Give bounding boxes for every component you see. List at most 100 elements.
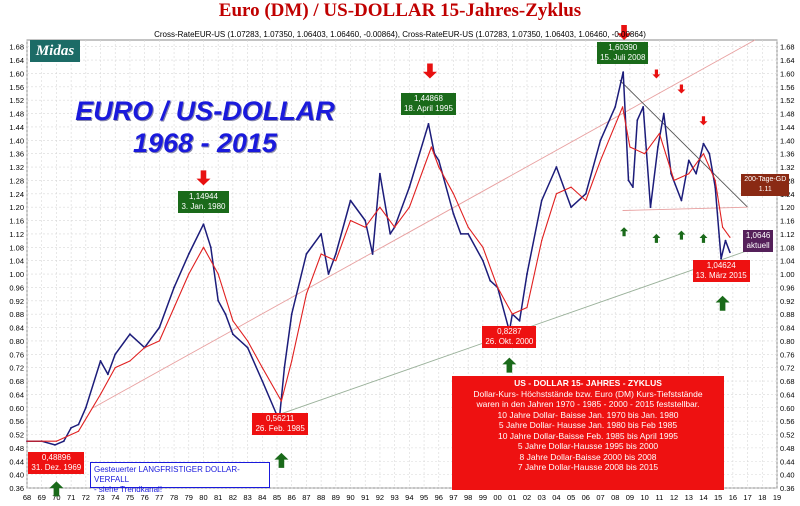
price-point: [187, 253, 190, 255]
price-point: [349, 199, 352, 202]
x-tick-label: 71: [67, 493, 75, 502]
x-tick-label: 83: [243, 493, 251, 502]
moving-average-point: [320, 253, 322, 255]
x-tick-label: 77: [155, 493, 163, 502]
price-point: [526, 273, 528, 275]
x-tick-label: 76: [140, 493, 148, 502]
annotation-line: 1.11: [758, 186, 772, 194]
x-tick-label: 06: [582, 493, 590, 502]
y-tick-label: 0.36: [780, 484, 795, 493]
x-tick-label: 74: [111, 493, 119, 502]
y-tick-label: 1.12: [780, 230, 795, 239]
annotation-line: 13. März 2015: [695, 270, 747, 280]
y-tick-label: 1.20: [9, 203, 24, 212]
y-tick-label: 1.52: [780, 96, 795, 105]
y-tick-label: 0.64: [9, 390, 24, 399]
y-tick-label: 0.76: [9, 350, 24, 359]
annotation-box: 1,0646 aktuell: [742, 229, 774, 252]
moving-average-point: [261, 367, 263, 369]
y-tick-label: 0.76: [780, 350, 795, 359]
x-tick-label: 09: [626, 493, 634, 502]
trend-line: [619, 79, 748, 208]
y-tick-label: 0.44: [780, 457, 795, 466]
x-tick-label: 87: [302, 493, 310, 502]
price-point: [662, 112, 665, 115]
y-tick-label: 1.64: [780, 56, 795, 65]
price-point: [106, 373, 109, 376]
price-point: [695, 172, 698, 175]
up-arrow-icon: [652, 233, 661, 243]
annotation-line: 26. Feb. 1985: [255, 424, 305, 434]
y-tick-label: 1.08: [780, 243, 795, 252]
price-point: [261, 380, 264, 382]
price-point: [408, 186, 411, 189]
y-tick-label: 0.36: [9, 484, 24, 493]
big-title-line2: 1968 - 2015: [132, 128, 278, 158]
x-tick-label: 84: [258, 493, 266, 502]
y-tick-label: 1.56: [9, 83, 24, 92]
y-tick-label: 0.92: [780, 297, 795, 306]
y-tick-label: 1.16: [9, 217, 24, 226]
x-tick-label: 80: [199, 493, 207, 502]
annotation-line: aktuell: [746, 240, 770, 250]
moving-average-point: [714, 179, 716, 182]
price-point: [217, 299, 220, 302]
price-point: [70, 426, 73, 429]
y-tick-label: 1.24: [9, 190, 24, 199]
y-tick-label: 0.68: [9, 377, 24, 386]
moving-average-point: [702, 153, 705, 155]
x-tick-label: 82: [229, 493, 237, 502]
annotation-line: 200-Tage-GD: [744, 176, 787, 184]
down-arrow-icon: [196, 170, 211, 186]
annotation-line: 1,04624: [706, 260, 736, 270]
price-point: [708, 152, 711, 155]
price-point: [305, 253, 308, 255]
x-tick-label: 95: [420, 493, 428, 502]
y-tick-label: 0.80: [780, 337, 795, 346]
y-tick-label: 1.36: [780, 150, 795, 159]
y-tick-label: 0.56: [780, 417, 795, 426]
x-tick-label: 75: [126, 493, 134, 502]
price-point: [77, 423, 80, 426]
x-tick-label: 79: [185, 493, 193, 502]
moving-average-point: [721, 226, 724, 228]
price-point: [283, 366, 286, 369]
up-arrow-icon: [677, 230, 686, 240]
moving-average-point: [144, 346, 146, 349]
moving-average-point: [55, 440, 58, 442]
price-point: [290, 313, 293, 316]
midas-logo: Midas: [30, 40, 80, 62]
info-line: 7 Jahre Dollar-Hausse 2008 bis 2015: [517, 462, 659, 472]
price-point: [642, 105, 645, 108]
y-tick-label: 1.32: [780, 163, 795, 172]
y-tick-label: 1.08: [9, 243, 24, 252]
y-tick-label: 0.48: [9, 444, 24, 453]
y-tick-label: 0.52: [780, 431, 795, 440]
price-point: [584, 192, 587, 195]
annotation-line: 1,60390: [608, 43, 638, 53]
big-title-line1: EURO / US-DOLLAR: [75, 96, 335, 126]
annotation-box: 1,44868 18. April 1995: [400, 92, 456, 115]
annotation-line: 3. Jan. 1980: [181, 202, 226, 212]
x-tick-label: 94: [405, 493, 413, 502]
moving-average-point: [129, 360, 131, 362]
moving-average-point: [349, 219, 352, 222]
x-tick-label: 96: [435, 493, 443, 502]
up-arrow-icon: [502, 357, 517, 373]
x-tick-label: 10: [640, 493, 648, 502]
info-line: Dollar-Kurs- Höchststände bzw. Euro (DM)…: [473, 388, 703, 399]
y-tick-label: 0.44: [9, 457, 24, 466]
price-point: [54, 443, 56, 446]
info-line: 10 Jahre Dollar- Baisse Jan. 1970 bis Ja…: [497, 409, 679, 420]
moving-average-point: [496, 286, 499, 289]
x-tick-label: 14: [699, 493, 707, 502]
info-line: 5 Jahre Dollar- Hausse Jan. 1980 bis Feb…: [498, 420, 678, 430]
price-point: [99, 360, 102, 362]
x-tick-label: 68: [23, 493, 31, 502]
x-tick-label: 85: [273, 493, 281, 502]
y-tick-label: 1.64: [9, 56, 24, 65]
moving-average-point: [188, 273, 190, 275]
moving-average-point: [729, 236, 731, 238]
y-tick-label: 1.12: [9, 230, 24, 239]
x-tick-label: 08: [611, 493, 619, 502]
